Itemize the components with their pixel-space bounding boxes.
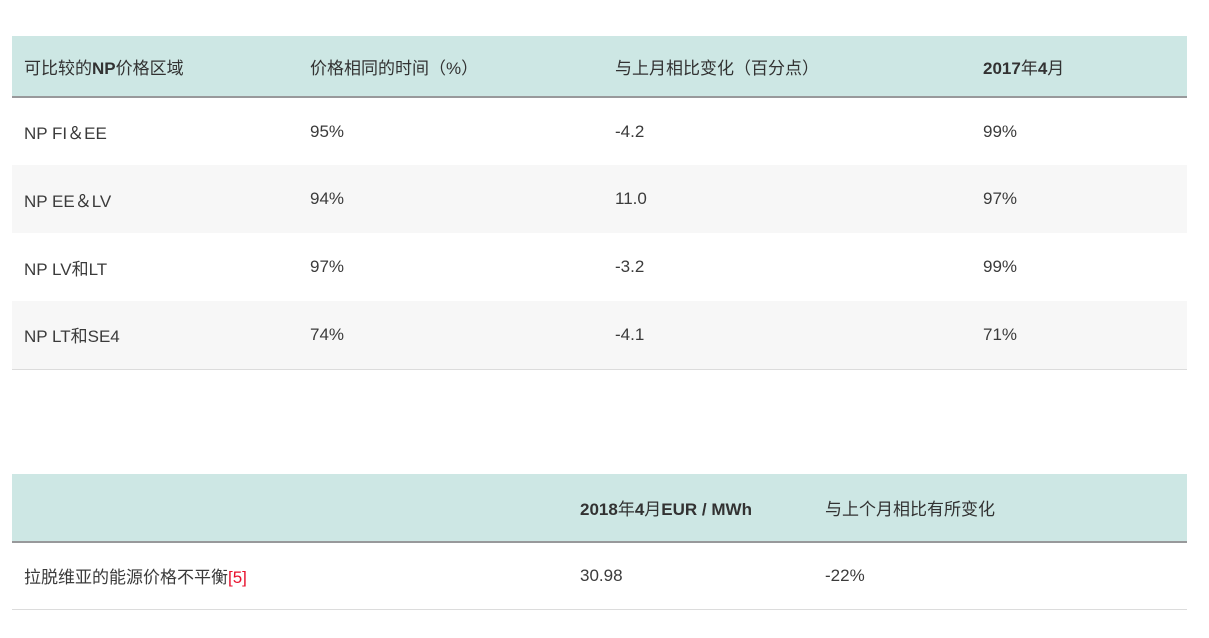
cell-april-2017: 71% (983, 324, 1018, 344)
cell-region: NP FI＆EE (24, 124, 107, 143)
latvia-imbalance-price-table-body: 拉脱维亚的能源价格不平衡[5] 30.98 -22% (12, 542, 1187, 609)
latvia-imbalance-price-table: 2018年4月EUR / MWh 与上个月相比有所变化 拉脱维亚的能源价格不平衡… (12, 474, 1187, 610)
col-header-empty (12, 474, 580, 543)
cell-same-price-time: 97% (310, 257, 345, 276)
col-header-change-vs-last-month: 与上月相比变化（百分点） (615, 36, 983, 98)
table-row: NP LT和SE4 74% -4.1 71% (12, 301, 1187, 369)
header-row: 2018年4月EUR / MWh 与上个月相比有所变化 (12, 474, 1187, 543)
cell-april-2018-eur-mwh: 30.98 (580, 565, 623, 585)
cell-change-vs-last-month: -4.1 (615, 324, 645, 344)
col-header-region: 可比较的NP价格区域 (12, 36, 310, 98)
cell-change-vs-last-month: -4.2 (615, 121, 645, 141)
col-header-april-2018-eur-mwh: 2018年4月EUR / MWh (580, 474, 825, 543)
table-row: 拉脱维亚的能源价格不平衡[5] 30.98 -22% (12, 542, 1187, 609)
cell-same-price-time: 94% (310, 189, 345, 208)
cell-april-2017: 99% (983, 121, 1018, 141)
latvia-imbalance-price-table-header: 2018年4月EUR / MWh 与上个月相比有所变化 (12, 474, 1187, 543)
np-price-regions-table: 可比较的NP价格区域 价格相同的时间（%） 与上月相比变化（百分点） 2017年… (12, 36, 1187, 370)
cell-same-price-time: 95% (310, 121, 345, 141)
table-row: NP EE＆LV 94% 11.0 97% (12, 165, 1187, 233)
cell-change-vs-last-month: -22% (825, 565, 865, 585)
cell-april-2017: 99% (983, 257, 1018, 276)
footnote-link-5[interactable]: [5] (228, 568, 247, 588)
cell-change-vs-last-month: -3.2 (615, 257, 645, 276)
header-row: 可比较的NP价格区域 价格相同的时间（%） 与上月相比变化（百分点） 2017年… (12, 36, 1187, 98)
col-header-same-price-time: 价格相同的时间（%） (310, 36, 615, 98)
imbalance-label: 拉脱维亚的能源价格不平衡 (24, 568, 228, 588)
table-row: NP FI＆EE 95% -4.2 99% (12, 97, 1187, 165)
cell-region: NP EE＆LV (24, 191, 112, 211)
np-price-regions-table-body: NP FI＆EE 95% -4.2 99% NP EE＆LV 94% 11.0 … (12, 97, 1187, 369)
cell-april-2017: 97% (983, 189, 1018, 208)
np-price-regions-table-header: 可比较的NP价格区域 价格相同的时间（%） 与上月相比变化（百分点） 2017年… (12, 36, 1187, 98)
table-row: NP LV和LT 97% -3.2 99% (12, 233, 1187, 301)
cell-same-price-time: 74% (310, 324, 345, 344)
cell-label: 拉脱维亚的能源价格不平衡[5] (12, 542, 580, 609)
cell-region: NP LV和LT (24, 259, 108, 279)
cell-region: NP LT和SE4 (24, 327, 120, 347)
col-header-april-2017: 2017年4月 (983, 36, 1187, 98)
col-header-change-vs-last-month: 与上个月相比有所变化 (825, 474, 1187, 543)
cell-change-vs-last-month: 11.0 (615, 189, 647, 208)
